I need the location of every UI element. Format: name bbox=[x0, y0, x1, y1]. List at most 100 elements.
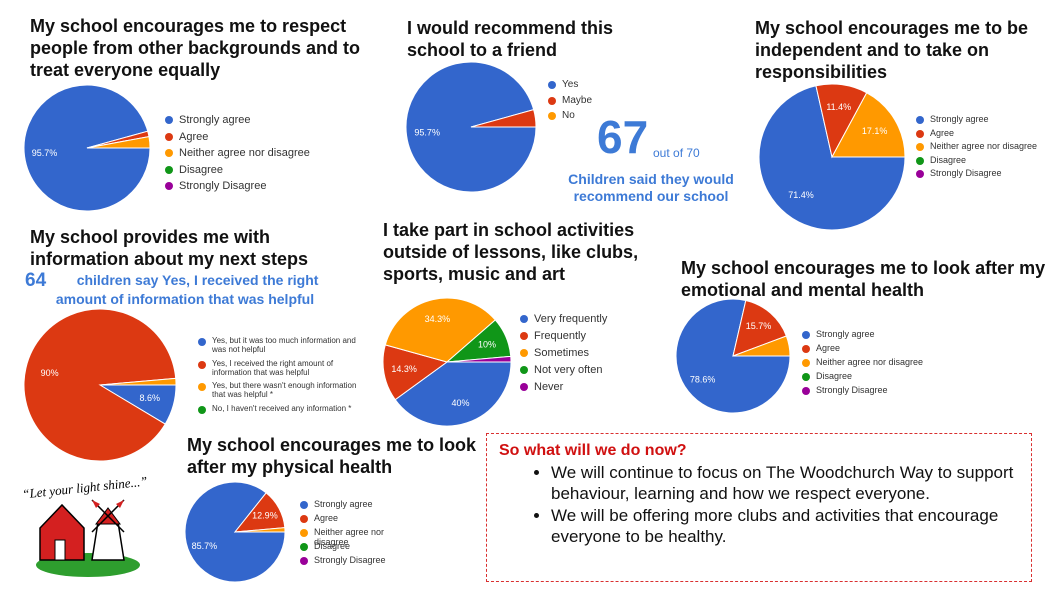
legend-label: Yes, but there wasn't enough information… bbox=[212, 381, 357, 399]
legend-swatch bbox=[520, 383, 528, 391]
legend-label: Maybe bbox=[562, 94, 593, 106]
legend-item: Frequently bbox=[520, 330, 640, 347]
chart-title: My school encourages me to look after my… bbox=[681, 258, 1046, 300]
slice-label: 78.6% bbox=[690, 375, 716, 385]
legend-item: Strongly Disagree bbox=[165, 180, 325, 197]
legend-swatch bbox=[300, 501, 308, 509]
slice-label: 85.7% bbox=[192, 541, 218, 551]
legend-swatch bbox=[916, 116, 924, 124]
legend-label: Not very often bbox=[534, 364, 603, 376]
slice-label: 95.7% bbox=[32, 148, 58, 158]
legend-label: Yes, I received the right amount of info… bbox=[212, 358, 334, 377]
legend-label: Frequently bbox=[534, 330, 586, 342]
pie-slice bbox=[382, 344, 449, 401]
legend-item: Strongly agree bbox=[300, 499, 420, 513]
legend-label: Disagree bbox=[314, 541, 351, 551]
legend-swatch bbox=[165, 182, 173, 190]
pie-slice bbox=[831, 92, 906, 158]
pie-slice bbox=[732, 299, 788, 357]
pie-slice bbox=[732, 335, 791, 357]
chart-title: I take part in school activities outside… bbox=[383, 220, 639, 284]
info-text: children say Yes, I received the right a… bbox=[55, 272, 319, 307]
legend: Very frequently Frequently Sometimes Not ve… bbox=[520, 313, 640, 398]
legend: Strongly agree Agree Neither agree nor dis… bbox=[802, 329, 952, 399]
legend-item: Never bbox=[520, 381, 640, 398]
legend-label: Neither agree nor disagree bbox=[314, 527, 385, 547]
chart-title: My school encourages me to be independen… bbox=[755, 18, 1029, 82]
legend-item: Disagree bbox=[802, 371, 952, 385]
legend-item: Maybe bbox=[548, 95, 628, 111]
legend-item: Disagree bbox=[165, 164, 325, 181]
legend-label: Disagree bbox=[816, 371, 853, 381]
chart-title: My school encourages me to respect peopl… bbox=[30, 16, 361, 80]
legend-swatch bbox=[548, 81, 556, 89]
legend-label: Strongly agree bbox=[816, 329, 875, 339]
legend-item: Yes bbox=[548, 79, 628, 95]
legend-swatch bbox=[300, 543, 308, 551]
slice-label: 71.4% bbox=[788, 190, 814, 200]
legend-label: Agree bbox=[179, 130, 209, 143]
legend-label: No bbox=[562, 110, 575, 121]
legend-swatch bbox=[548, 112, 556, 120]
callout-suffix: out of 70 bbox=[653, 146, 700, 160]
legend-label: Strongly Disagree bbox=[314, 555, 386, 565]
pie-slice bbox=[234, 527, 286, 533]
legend-swatch bbox=[548, 96, 556, 105]
legend-item: Very frequently bbox=[520, 313, 640, 330]
action-list: We will continue to focus on The Woodchu… bbox=[499, 462, 1019, 547]
legend-item: Agree bbox=[165, 131, 325, 148]
legend-label: Sometimes bbox=[534, 347, 590, 359]
legend-swatch bbox=[198, 360, 206, 369]
pie-slice bbox=[446, 355, 512, 363]
legend-item: No, I haven't received any information * bbox=[198, 404, 358, 427]
legend-label: Disagree bbox=[930, 154, 967, 165]
slice-label: 90% bbox=[41, 368, 59, 378]
action-bullet: We will continue to focus on The Woodchu… bbox=[551, 462, 1019, 504]
legend-swatch bbox=[520, 332, 528, 340]
legend-item: No bbox=[548, 110, 628, 126]
legend: Strongly agree Agree Neither agree nor dis… bbox=[165, 114, 325, 197]
chart-title: I would recommend this school to a frien… bbox=[407, 18, 614, 60]
legend-label: Strongly Disagree bbox=[179, 180, 267, 192]
legend-swatch bbox=[165, 149, 173, 157]
legend-item: Strongly agree bbox=[802, 329, 952, 343]
action-title: So what will we do now? bbox=[499, 442, 687, 459]
legend-label: Strongly Disagree bbox=[816, 385, 888, 395]
legend-item: Agree bbox=[916, 128, 1056, 142]
legend-swatch bbox=[300, 529, 308, 537]
legend-item: Strongly Disagree bbox=[300, 555, 420, 569]
pie-slice bbox=[86, 136, 151, 149]
info-number: 64 bbox=[25, 270, 47, 291]
slice-label: 10% bbox=[478, 339, 496, 349]
legend-swatch bbox=[165, 165, 173, 174]
slice-label: 15.7% bbox=[746, 321, 772, 331]
legend-label: Strongly agree bbox=[314, 499, 373, 509]
slice-label: 8.6% bbox=[140, 393, 161, 403]
legend-item: Agree bbox=[802, 343, 952, 357]
legend-label: Very frequently bbox=[534, 313, 608, 325]
legend-swatch bbox=[165, 132, 173, 141]
legend-item: Neither agree nor disagree bbox=[300, 527, 420, 547]
legend-label: Neither agree nor disagree bbox=[816, 357, 924, 367]
legend-item: Yes, but there wasn't enough information… bbox=[198, 381, 358, 404]
legend: Yes, but it was too much information and… bbox=[198, 336, 358, 426]
windmill-logo bbox=[36, 499, 140, 577]
slice-label: 17.1% bbox=[862, 126, 888, 136]
pie-slice bbox=[384, 297, 496, 363]
legend-item: Strongly agree bbox=[916, 114, 1056, 128]
legend: Strongly agree Agree Neither agree nor dis… bbox=[300, 499, 420, 569]
pie-slice bbox=[99, 377, 177, 386]
legend-label: Strongly Disagree bbox=[930, 168, 1002, 178]
legend-item: Yes, I received the right amount of info… bbox=[198, 359, 358, 382]
legend-swatch bbox=[802, 387, 810, 395]
legend-label: Yes, but it was too much information and… bbox=[212, 336, 356, 354]
legend-swatch bbox=[916, 170, 924, 178]
chart-title: My school encourages me to look after my… bbox=[187, 435, 477, 477]
legend-item: Yes, but it was too much information and… bbox=[198, 336, 358, 359]
legend-item: Strongly Disagree bbox=[802, 385, 952, 399]
legend-label: Disagree bbox=[179, 163, 224, 176]
slice-label: 11.4% bbox=[826, 102, 851, 112]
legend-item: Agree bbox=[300, 513, 420, 527]
